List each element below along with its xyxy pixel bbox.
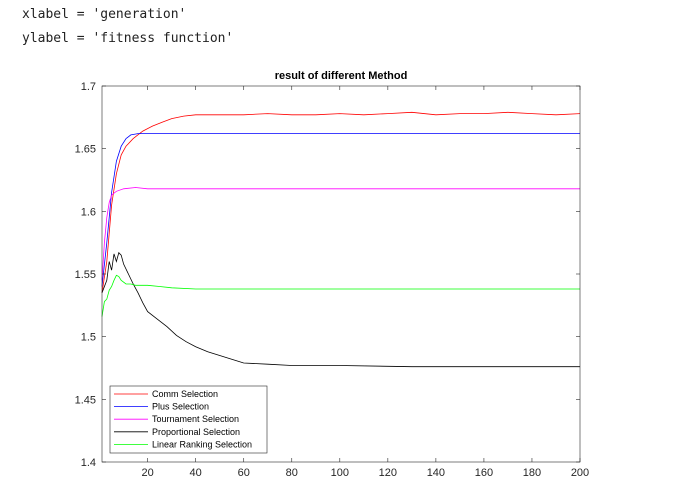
y-tick-label: 1.5	[81, 332, 96, 344]
series-line-4	[101, 251, 580, 368]
x-tick-label: 80	[286, 467, 298, 479]
legend-label: Linear Ranking Selection	[152, 439, 252, 449]
y-tick-label: 1.65	[75, 144, 96, 156]
y-tick-label: 1.7	[81, 81, 96, 93]
legend-label: Plus Selection	[152, 402, 209, 412]
x-tick-label: 40	[190, 467, 202, 479]
y-tick-label: 1.4	[81, 457, 96, 469]
series-layer	[101, 111, 581, 368]
x-tick-label: 200	[571, 467, 589, 479]
axes-layer: 20 40 60 80 100 120 140 160 180 200 1.4 1.45 1.5 1.55…	[75, 81, 590, 479]
chart-title: result of different Method	[275, 70, 408, 82]
legend-label: Comm Selection	[152, 389, 218, 399]
legend: Comm Selection Plus Selection Tournament S…	[109, 385, 268, 454]
legend-label: Tournament Selection	[152, 414, 239, 424]
series-line-5	[101, 274, 580, 317]
x-tick-label: 20	[142, 467, 154, 479]
y-tick-label: 1.55	[75, 269, 96, 281]
x-tick-label: 160	[475, 467, 493, 479]
x-tick-label: 140	[427, 467, 445, 479]
code-line-ylabel: ylabel = 'fitness function'	[22, 31, 234, 46]
code-line-xlabel: xlabel = 'generation'	[22, 7, 187, 22]
x-tick-label: 120	[379, 467, 397, 479]
y-tick-label: 1.45	[75, 394, 96, 406]
y-tick-label: 1.6	[81, 206, 96, 218]
legend-label: Proportional Selection	[152, 427, 240, 437]
series-line-3	[101, 187, 580, 281]
series-line-1	[101, 111, 581, 293]
series-line-2	[101, 133, 580, 287]
x-tick-label: 180	[523, 467, 541, 479]
x-tick-label: 100	[331, 467, 349, 479]
x-tick-label: 60	[238, 467, 250, 479]
